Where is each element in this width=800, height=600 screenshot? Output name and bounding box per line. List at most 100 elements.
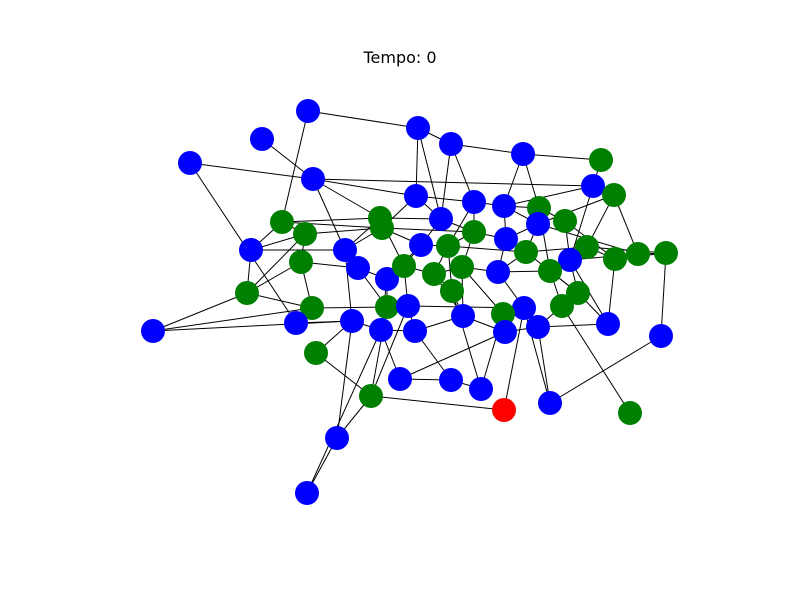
graph-edge: [306, 329, 382, 494]
graph-edge: [503, 185, 594, 207]
graph-node-susceptible: [296, 99, 320, 123]
graph-node-other: [566, 281, 590, 305]
graph-edge: [312, 178, 346, 251]
graph-node-other: [440, 279, 464, 303]
graph-edge: [246, 233, 306, 294]
graph-node-susceptible: [250, 127, 274, 151]
graph-node-other: [270, 210, 294, 234]
graph-edge: [281, 221, 383, 229]
graph-edge: [281, 217, 381, 223]
graph-edge: [281, 110, 309, 223]
nodes-layer: [141, 99, 678, 505]
graph-edge: [152, 307, 313, 332]
graph-node-susceptible: [375, 267, 399, 291]
graph-node-susceptible: [396, 294, 420, 318]
graph-edge: [399, 331, 506, 380]
graph-node-other: [654, 241, 678, 265]
graph-node-susceptible: [178, 151, 202, 175]
graph-edge: [440, 143, 452, 220]
graph-node-other: [550, 294, 574, 318]
graph-node-other: [300, 296, 324, 320]
graph-node-susceptible: [596, 312, 620, 336]
graph-edge: [307, 110, 419, 129]
graph-node-other: [359, 384, 383, 408]
graph-node-susceptible: [406, 116, 430, 140]
graph-node-susceptible: [346, 256, 370, 280]
graph-edge: [537, 194, 615, 225]
graph-node-susceptible: [439, 368, 463, 392]
graph-edge: [586, 246, 667, 254]
graph-node-susceptible: [325, 426, 349, 450]
graph-node-other: [293, 222, 317, 246]
graph-node-other: [618, 401, 642, 425]
graph-node-susceptible: [403, 319, 427, 343]
graph-node-other: [603, 247, 627, 271]
graph-node-susceptible: [469, 377, 493, 401]
graph-edge: [537, 326, 551, 404]
graph-node-susceptible: [340, 309, 364, 333]
graph-edge: [561, 305, 631, 414]
graph-node-other: [491, 302, 515, 326]
graph-edge: [312, 178, 417, 197]
graph-node-susceptible: [526, 315, 550, 339]
graph-edge: [336, 320, 353, 439]
graph-node-susceptible: [493, 320, 517, 344]
graph-node-susceptible: [462, 190, 486, 214]
graph-node-other: [589, 148, 613, 172]
graph-node-susceptible: [141, 319, 165, 343]
graph-node-other: [289, 250, 313, 274]
graph-node-other: [450, 255, 474, 279]
graph-node-susceptible: [239, 238, 263, 262]
graph-node-susceptible: [429, 207, 453, 231]
graph-node-other: [392, 254, 416, 278]
graph-node-susceptible: [486, 260, 510, 284]
graph-edge: [381, 227, 475, 233]
graph-node-susceptible: [439, 132, 463, 156]
graph-node-other: [553, 209, 577, 233]
graph-node-susceptible: [295, 481, 319, 505]
graph-node-susceptible: [649, 324, 673, 348]
graph-edge: [311, 306, 388, 309]
graph-edge: [660, 252, 667, 337]
graph-edge: [304, 227, 383, 235]
graph-node-other: [436, 234, 460, 258]
graph-node-other: [235, 281, 259, 305]
graph-node-susceptible: [369, 318, 393, 342]
graph-edge: [370, 305, 409, 397]
graph-node-susceptible: [526, 212, 550, 236]
graph-edge: [312, 178, 381, 219]
graph-edge: [312, 178, 594, 187]
graph-node-susceptible: [388, 367, 412, 391]
graph-edge: [447, 245, 527, 253]
graph-node-other: [304, 341, 328, 365]
graph-node-other: [422, 262, 446, 286]
graph-node-other: [462, 220, 486, 244]
graph-node-susceptible: [512, 296, 536, 320]
graph-node-susceptible: [492, 194, 516, 218]
graph-node-susceptible: [511, 142, 535, 166]
graph-node-other: [514, 240, 538, 264]
graph-node-susceptible: [538, 391, 562, 415]
graph-edge: [417, 127, 442, 220]
graph-node-susceptible: [333, 238, 357, 262]
graph-node-susceptible: [558, 248, 582, 272]
graph-edge: [450, 143, 524, 155]
graph-edge: [370, 395, 505, 411]
graph-node-infected: [492, 398, 516, 422]
graph-node-other: [538, 259, 562, 283]
figure-title: Tempo: 0: [363, 48, 437, 67]
graph-node-susceptible: [494, 227, 518, 251]
graph-edge: [503, 307, 525, 411]
graph-node-susceptible: [284, 311, 308, 335]
graph-node-susceptible: [409, 233, 433, 257]
graph-node-susceptible: [301, 167, 325, 191]
graph-node-other: [370, 216, 394, 240]
graph-node-other: [375, 295, 399, 319]
graph-edge: [549, 335, 662, 404]
graph-node-susceptible: [581, 174, 605, 198]
graph-node-other: [575, 235, 599, 259]
graph-node-susceptible: [451, 304, 475, 328]
graph-edge: [152, 292, 248, 332]
